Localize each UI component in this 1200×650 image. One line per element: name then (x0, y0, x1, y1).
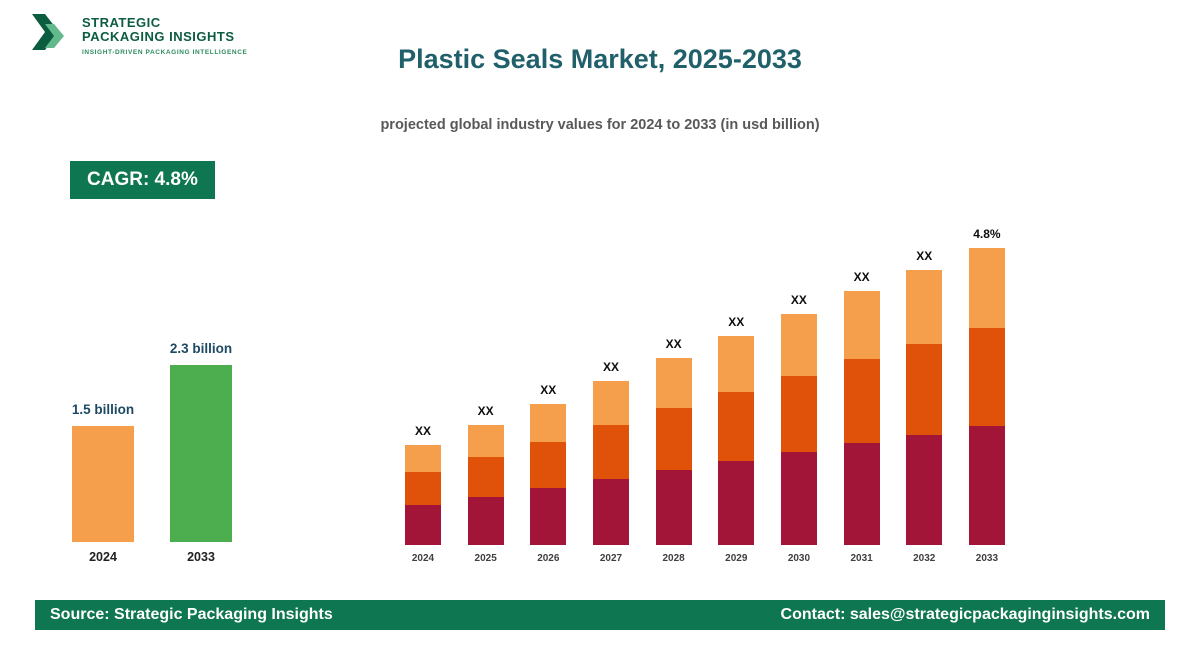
bar-value-label: XX (728, 315, 745, 329)
stacked-bar-column: XX 2028 (655, 212, 692, 565)
stacked-bar-column: XX 2026 (530, 212, 567, 565)
category-label: 2024 (89, 550, 117, 564)
bar-value-label: XX (916, 249, 933, 263)
category-label: 2033 (975, 553, 999, 564)
logo: STRATEGIC PACKAGING INSIGHTS INSIGHT-DRI… (32, 12, 247, 58)
bar-segment-top-segment (780, 314, 817, 376)
bar-segment-middle-segment (906, 344, 943, 435)
bar-value-label: 4.8% (973, 227, 1001, 241)
category-label: 2027 (599, 553, 623, 564)
stacked-bar-column: XX 2031 (843, 212, 880, 565)
category-label: 2025 (474, 553, 497, 564)
bar-segment-middle-segment (718, 392, 755, 461)
page-title: Plastic Seals Market, 2025-2033 (398, 44, 802, 74)
cagr-badge: CAGR: 4.8% (70, 161, 215, 199)
category-label: 2026 (537, 553, 560, 564)
page-subtitle: projected global industry values for 202… (380, 117, 820, 133)
category-label: 2029 (725, 553, 748, 564)
bar (72, 426, 134, 542)
bar-segment-middle-segment (780, 376, 817, 452)
category-label: 2028 (662, 553, 685, 564)
comparison-bar-chart: 1.5 billion 2024 2.3 billion 2033 (72, 335, 232, 565)
bar-segment-bottom-segment (906, 435, 943, 545)
category-label: 2032 (913, 553, 936, 564)
footer-contact: Contact: sales@strategicpackaginginsight… (780, 606, 1150, 623)
stacked-bar-column: 4.8% 2033 (968, 212, 1005, 565)
stacked-bar-column: XX 2029 (718, 212, 755, 565)
stacked-bar-column: XX 2027 (592, 212, 629, 565)
bar-segment-middle-segment (843, 359, 880, 443)
bar-segment-bottom-segment (718, 461, 755, 545)
bar-segment-top-segment (592, 381, 629, 425)
value-label: 2.3 billion (169, 341, 233, 356)
value-label: 1.5 billion (71, 402, 135, 417)
bar-segment-bottom-segment (592, 479, 629, 545)
stacked-bar-column: XX 2024 (405, 212, 441, 565)
logo-chevron-icon (32, 14, 64, 50)
logo-tagline: INSIGHT-DRIVEN PACKAGING INTELLIGENCE (82, 48, 248, 56)
bar-segment-top-segment (405, 445, 441, 472)
bar-value-label: XX (853, 270, 870, 284)
bar-segment-middle-segment (467, 457, 504, 497)
bar-value-label: XX (602, 360, 619, 374)
logo-line2: PACKAGING INSIGHTS (82, 29, 235, 45)
category-label: 2031 (850, 553, 873, 564)
bar-segment-top-segment (467, 425, 504, 457)
stacked-bar-chart: XX 2024 XX 2025 XX 2026 XX 2027 XX 2028 XX 2029 XX 20… (405, 212, 1005, 565)
category-label: 2024 (411, 553, 435, 564)
bar-column: 2.3 billion 2033 (170, 335, 232, 565)
bar-segment-top-segment (530, 404, 567, 442)
bar-segment-bottom-segment (968, 426, 1005, 545)
stacked-bar-column: XX 2025 (467, 212, 504, 565)
bar-segment-bottom-segment (655, 470, 692, 545)
bar-segment-top-segment (655, 358, 692, 408)
logo-line1: STRATEGIC (82, 15, 161, 30)
footer-source: Source: Strategic Packaging Insights (50, 606, 333, 623)
logo-text: STRATEGIC PACKAGING INSIGHTS INSIGHT-DRI… (82, 15, 248, 56)
bar-value-label: XX (540, 383, 557, 397)
bar-segment-bottom-segment (467, 497, 504, 545)
bar-segment-middle-segment (405, 472, 441, 505)
bar-segment-top-segment (718, 336, 755, 392)
category-label: 2033 (187, 550, 215, 564)
bar-segment-top-segment (968, 248, 1005, 328)
bar-column: 1.5 billion 2024 (72, 335, 134, 565)
bar-value-label: XX (414, 424, 431, 438)
bar-segment-bottom-segment (530, 488, 567, 545)
bar-value-label: XX (477, 404, 494, 418)
bar-segment-middle-segment (592, 425, 629, 479)
bar-value-label: XX (790, 293, 807, 307)
bar-segment-bottom-segment (780, 452, 817, 545)
footer-bar: Source: Strategic Packaging Insights Con… (35, 600, 1165, 630)
bar-segment-top-segment (906, 270, 943, 344)
bar-segment-middle-segment (530, 442, 567, 488)
category-label: 2030 (787, 553, 811, 564)
bar-segment-bottom-segment (843, 443, 880, 545)
stacked-bar-column: XX 2032 (906, 212, 943, 565)
bar-value-label: XX (665, 337, 682, 351)
bar-segment-middle-segment (655, 408, 692, 470)
bar-segment-middle-segment (968, 328, 1005, 426)
bar-segment-top-segment (843, 291, 880, 359)
bar-segment-bottom-segment (405, 505, 441, 545)
bar (170, 365, 232, 542)
stacked-bar-column: XX 2030 (780, 212, 817, 565)
